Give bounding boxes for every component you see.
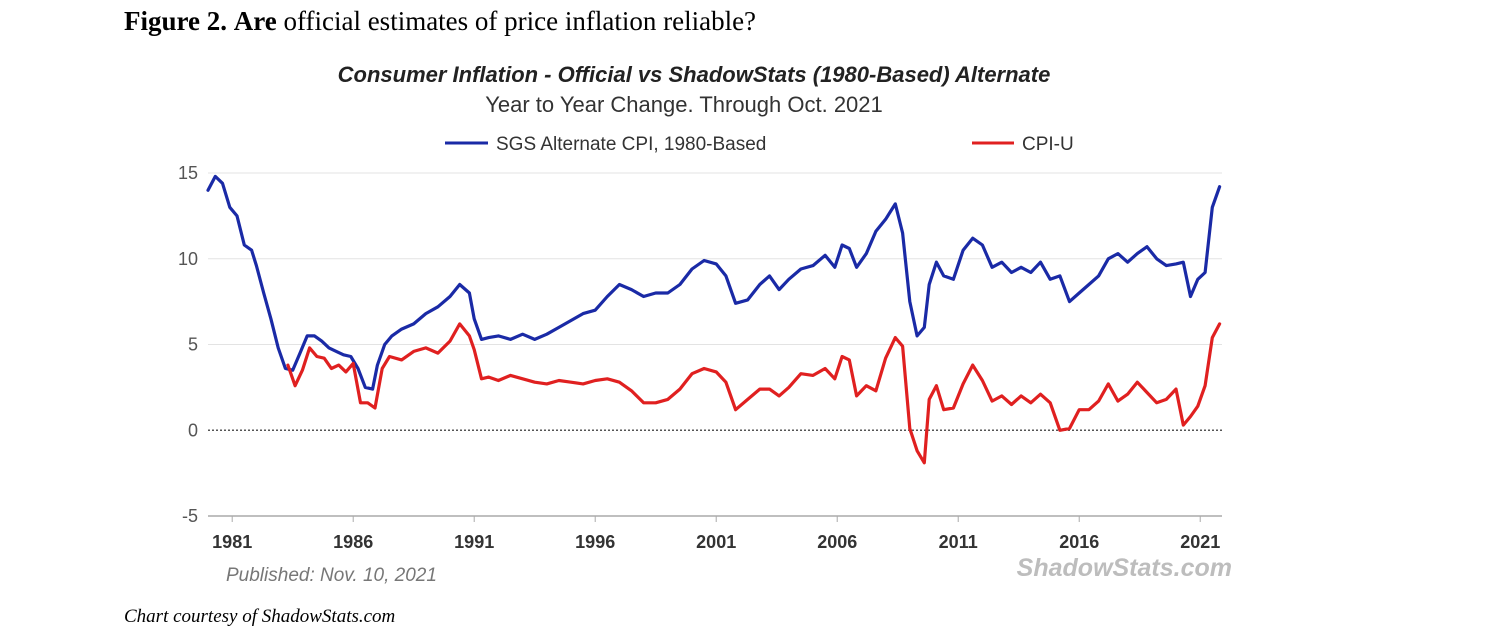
chart-subtitle: Year to Year Change. Through Oct. 2021: [485, 92, 883, 117]
legend: SGS Alternate CPI, 1980-Based CPI-U: [445, 134, 1074, 155]
figure-caption: Figure 2. Are official estimates of pric…: [124, 6, 756, 37]
y-tick-label: 15: [178, 163, 198, 183]
x-tick-label: 2006: [817, 532, 857, 552]
figure-label: Figure 2.: [124, 6, 227, 36]
chart-title: Consumer Inflation - Official vs ShadowS…: [338, 62, 1051, 87]
y-tick-label: -5: [182, 506, 198, 526]
x-tick-label: 2011: [939, 532, 978, 552]
legend-label-sgs: SGS Alternate CPI, 1980-Based: [496, 134, 766, 155]
x-tick-label: 1996: [575, 532, 615, 552]
legend-label-cpiu: CPI-U: [1022, 134, 1074, 155]
x-tick-label: 2016: [1059, 532, 1099, 552]
x-tick-label: 2021: [1180, 532, 1220, 552]
watermark: ShadowStats.com: [1017, 554, 1232, 582]
x-tick-label: 1991: [454, 532, 494, 552]
series-line-sgs: [206, 174, 1222, 391]
x-tick-label: 2001: [696, 532, 736, 552]
y-tick-label: 5: [188, 335, 198, 355]
y-tick-label: 10: [178, 249, 198, 269]
figure-label-are: Are: [233, 6, 277, 36]
y-tick-label: 0: [188, 420, 198, 440]
x-tick-label: 1981: [212, 532, 252, 552]
series-line-cpiu: [286, 322, 1222, 465]
x-axis-ticks: 1981 1986 1991 1996 2001 2006 2011 2016 2021: [212, 516, 1220, 552]
series-layer: [206, 174, 1222, 465]
published-note: Published: Nov. 10, 2021: [226, 565, 437, 586]
y-axis-ticks: 15 10 5 0 -5: [178, 163, 198, 526]
chart-credit: Chart courtesy of ShadowStats.com: [124, 606, 396, 627]
gridlines: [208, 172, 1222, 517]
inflation-chart: Consumer Inflation - Official vs ShadowS…: [178, 62, 1232, 586]
figure-question: official estimates of price inflation re…: [283, 6, 757, 36]
x-tick-label: 1986: [333, 532, 373, 552]
